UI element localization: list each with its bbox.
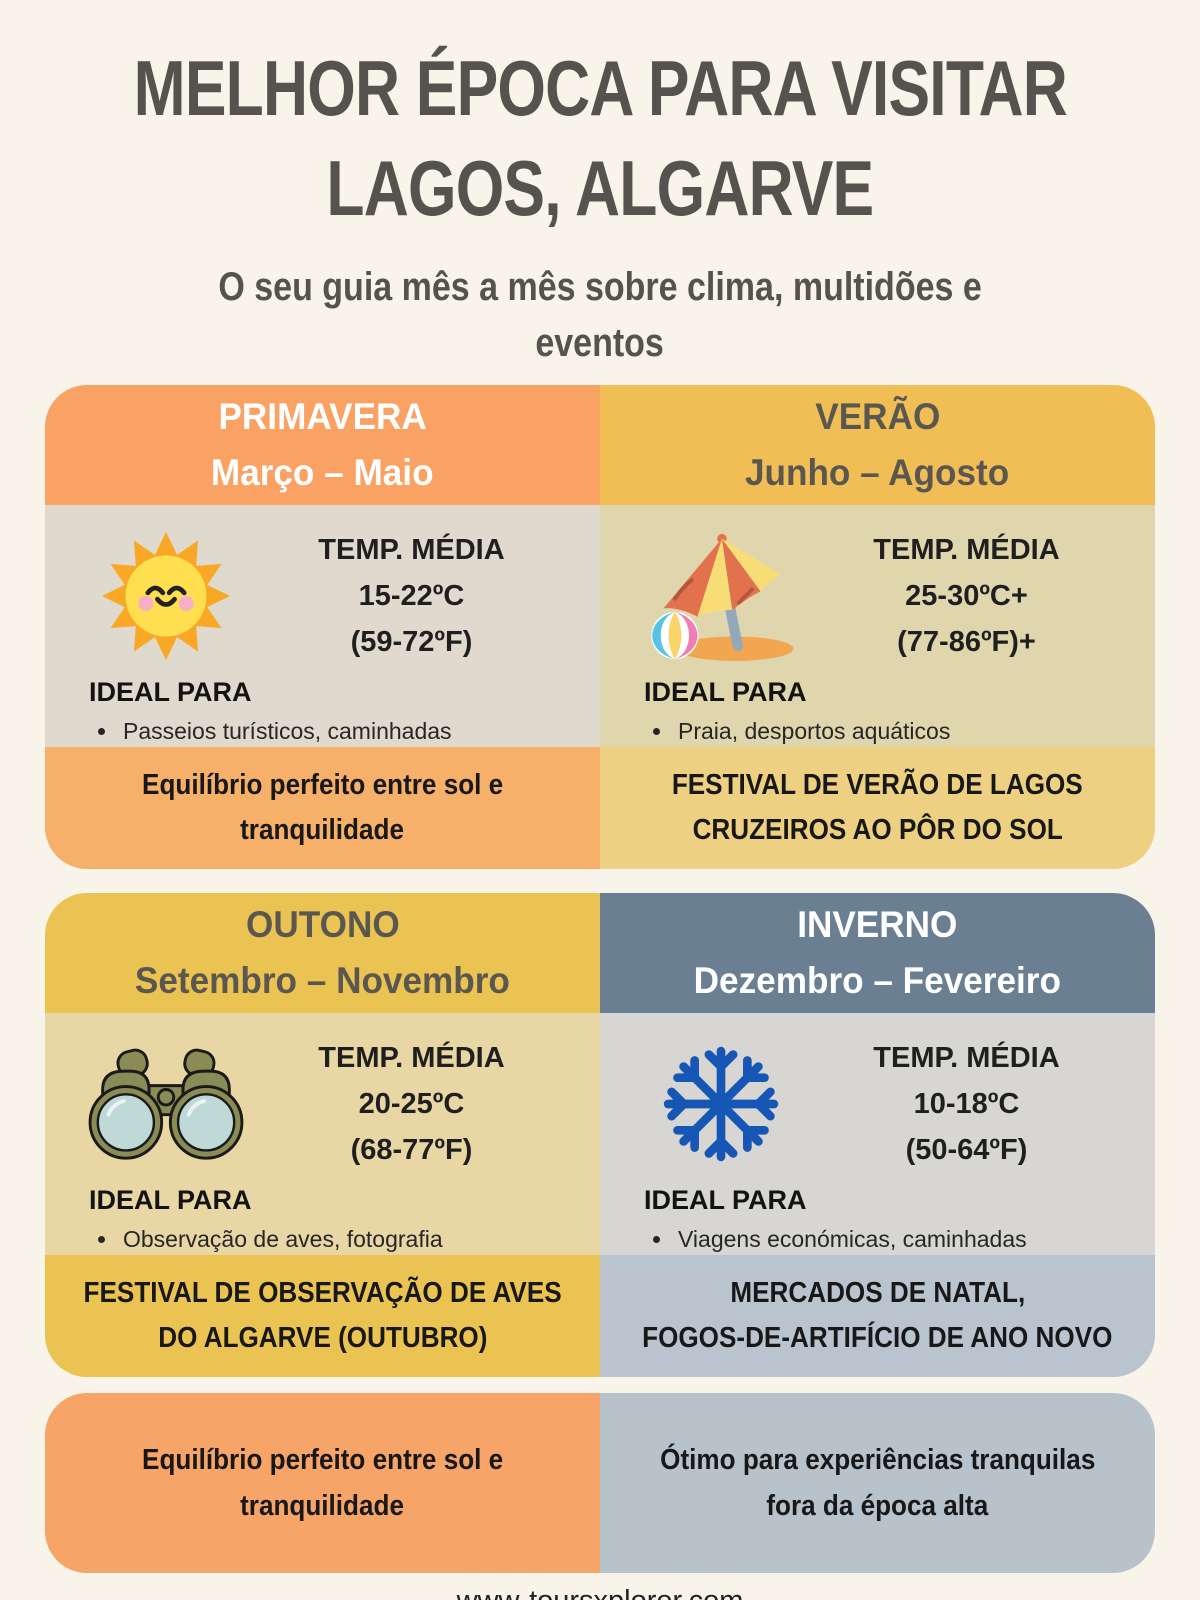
temp-label: TEMP. MÉDIA bbox=[873, 534, 1060, 567]
seasons-row-autumn-winter: OUTONO Setembro – Novembro INVERNO Dezem… bbox=[45, 893, 1155, 1378]
beach-umbrella-icon bbox=[636, 525, 806, 667]
season-name-primavera: PRIMAVERA bbox=[218, 396, 427, 438]
website-url: www-toursxplorer.com bbox=[0, 1585, 1200, 1600]
season-name-outono: OUTONO bbox=[245, 904, 400, 946]
temp-range-c: 25-30ºC+ bbox=[905, 580, 1028, 613]
season-months-inverno: Dezembro – Fevereiro bbox=[693, 960, 1062, 1002]
ideal-label: IDEAL PARA bbox=[644, 1185, 807, 1216]
ideal-label: IDEAL PARA bbox=[89, 677, 252, 708]
season-body-primavera: TEMP. MÉDIA 15-22ºC (59-72ºF) IDEAL PARA… bbox=[45, 505, 600, 780]
ideal-label: IDEAL PARA bbox=[644, 677, 807, 708]
temp-label: TEMP. MÉDIA bbox=[873, 1042, 1060, 1075]
bottom-note-spring: Equilíbrio perfeito entre sol e tranquil… bbox=[45, 1393, 600, 1574]
temp-range-c: 20-25ºC bbox=[358, 1088, 465, 1121]
snowflake-icon bbox=[636, 1039, 806, 1169]
season-body-outono: TEMP. MÉDIA 20-25ºC (68-77ºF) IDEAL PARA… bbox=[45, 1013, 600, 1288]
season-name-inverno: INVERNO bbox=[797, 904, 958, 946]
season-event-outono: FESTIVAL DE OBSERVAÇÃO DE AVES DO ALGARV… bbox=[45, 1255, 600, 1378]
season-months-verao: Junho – Agosto bbox=[745, 452, 1010, 494]
temp-range-f: (50-64ºF) bbox=[905, 1134, 1028, 1167]
seasons-row-spring-summer: PRIMAVERA Março – Maio VERÃO Junho – Ago… bbox=[45, 385, 1155, 870]
temp-range-f: (59-72ºF) bbox=[350, 626, 473, 659]
ideal-label: IDEAL PARA bbox=[89, 1185, 252, 1216]
temp-range-c: 10-18ºC bbox=[913, 1088, 1020, 1121]
list-item: Viagens económicas, caminhadas bbox=[674, 1221, 1141, 1257]
list-item: Passeios turísticos, caminhadas bbox=[119, 713, 586, 749]
binoculars-icon bbox=[81, 1045, 251, 1163]
season-months-outono: Setembro – Novembro bbox=[134, 960, 511, 1002]
temp-range-f: (77-86ºF)+ bbox=[897, 626, 1036, 659]
subtitle-line-1: O seu guia mês a mês sobre clima, multid… bbox=[218, 265, 982, 310]
season-header-primavera: PRIMAVERA Março – Maio bbox=[45, 385, 600, 506]
temp-block-outono: TEMP. MÉDIA 20-25ºC (68-77ºF) bbox=[251, 1035, 572, 1173]
temp-block-primavera: TEMP. MÉDIA 15-22ºC (59-72ºF) bbox=[251, 527, 572, 665]
season-header-inverno: INVERNO Dezembro – Fevereiro bbox=[600, 893, 1155, 1014]
season-months-primavera: Março – Maio bbox=[211, 452, 434, 494]
temp-label: TEMP. MÉDIA bbox=[318, 534, 505, 567]
subtitle-line-2: eventos bbox=[535, 321, 665, 366]
sun-icon bbox=[81, 532, 251, 661]
title-line-1: MELHOR ÉPOCA PARA VISITAR bbox=[133, 44, 1067, 132]
page-title: MELHOR ÉPOCA PARA VISITAR LAGOS, ALGARVE bbox=[0, 38, 1200, 238]
bottom-note-winter: Ótimo para experiências tranquilas fora … bbox=[600, 1393, 1155, 1574]
season-event-inverno: MERCADOS DE NATAL, FOGOS-DE-ARTIFÍCIO DE… bbox=[600, 1255, 1155, 1378]
page-subtitle: O seu guia mês a mês sobre clima, multid… bbox=[0, 259, 1200, 371]
temp-block-verao: TEMP. MÉDIA 25-30ºC+ (77-86ºF)+ bbox=[806, 527, 1127, 665]
season-name-verao: VERÃO bbox=[814, 396, 940, 438]
bottom-notes-row: Equilíbrio perfeito entre sol e tranquil… bbox=[45, 1393, 1155, 1574]
list-item: Observação de aves, fotografia bbox=[119, 1221, 586, 1257]
temp-label: TEMP. MÉDIA bbox=[318, 1042, 505, 1075]
temp-block-inverno: TEMP. MÉDIA 10-18ºC (50-64ºF) bbox=[806, 1035, 1127, 1173]
season-event-primavera: Equilíbrio perfeito entre sol e tranquil… bbox=[45, 747, 600, 870]
season-body-verao: TEMP. MÉDIA 25-30ºC+ (77-86ºF)+ IDEAL PA… bbox=[600, 505, 1155, 780]
season-header-verao: VERÃO Junho – Agosto bbox=[600, 385, 1155, 506]
temp-range-c: 15-22ºC bbox=[358, 580, 465, 613]
title-line-2: LAGOS, ALGARVE bbox=[326, 144, 874, 232]
list-item: Praia, desportos aquáticos bbox=[674, 713, 1141, 749]
season-body-inverno: TEMP. MÉDIA 10-18ºC (50-64ºF) IDEAL PARA… bbox=[600, 1013, 1155, 1288]
season-header-outono: OUTONO Setembro – Novembro bbox=[45, 893, 600, 1014]
season-event-verao: FESTIVAL DE VERÃO DE LAGOS CRUZEIROS AO … bbox=[600, 747, 1155, 870]
temp-range-f: (68-77ºF) bbox=[350, 1134, 473, 1167]
